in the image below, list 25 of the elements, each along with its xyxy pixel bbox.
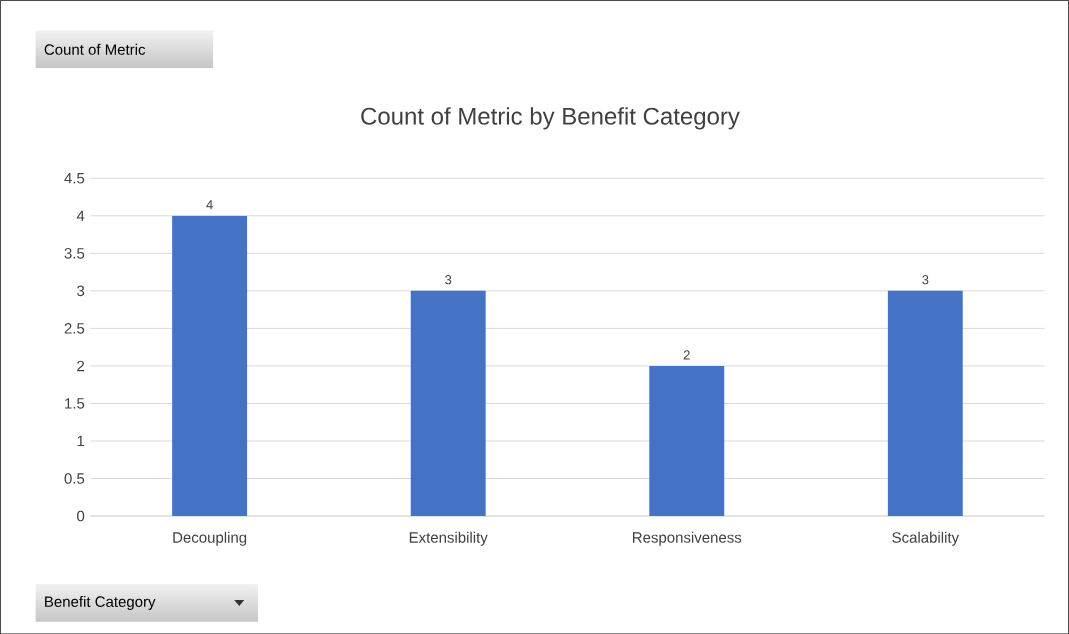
y-tick-label: 0 <box>77 510 85 522</box>
chart-title: Count of Metric by Benefit Category <box>361 106 740 130</box>
x-tick-label: Scalability <box>892 531 960 546</box>
data-label: 3 <box>922 274 929 285</box>
y-tick-label: 1 <box>77 435 85 446</box>
text: Count of Metric <box>44 43 146 55</box>
data-label: 3 <box>445 274 452 285</box>
x-tick-label: Decoupling <box>173 531 247 546</box>
y-tick-label: 0.5 <box>64 473 85 484</box>
data-label: 2 <box>683 350 690 360</box>
text: Benefit Category <box>45 595 156 610</box>
x-tick-label: Responsiveness <box>633 531 742 546</box>
bar <box>410 290 486 516</box>
y-tick-label: 4 <box>76 210 85 221</box>
y-tick-label: 1.5 <box>65 398 85 409</box>
bar <box>887 290 963 516</box>
y-tick-label: 2 <box>77 360 85 371</box>
bar <box>172 215 248 516</box>
y-tick-label: 3.5 <box>64 247 85 259</box>
data-label: 4 <box>206 200 213 210</box>
y-tick-label: 4.5 <box>64 172 85 184</box>
y-tick-label: 3 <box>77 285 85 296</box>
y-tick-label: 2.5 <box>64 322 85 334</box>
x-tick-label: Extensibility <box>409 531 488 546</box>
bar <box>649 365 725 516</box>
